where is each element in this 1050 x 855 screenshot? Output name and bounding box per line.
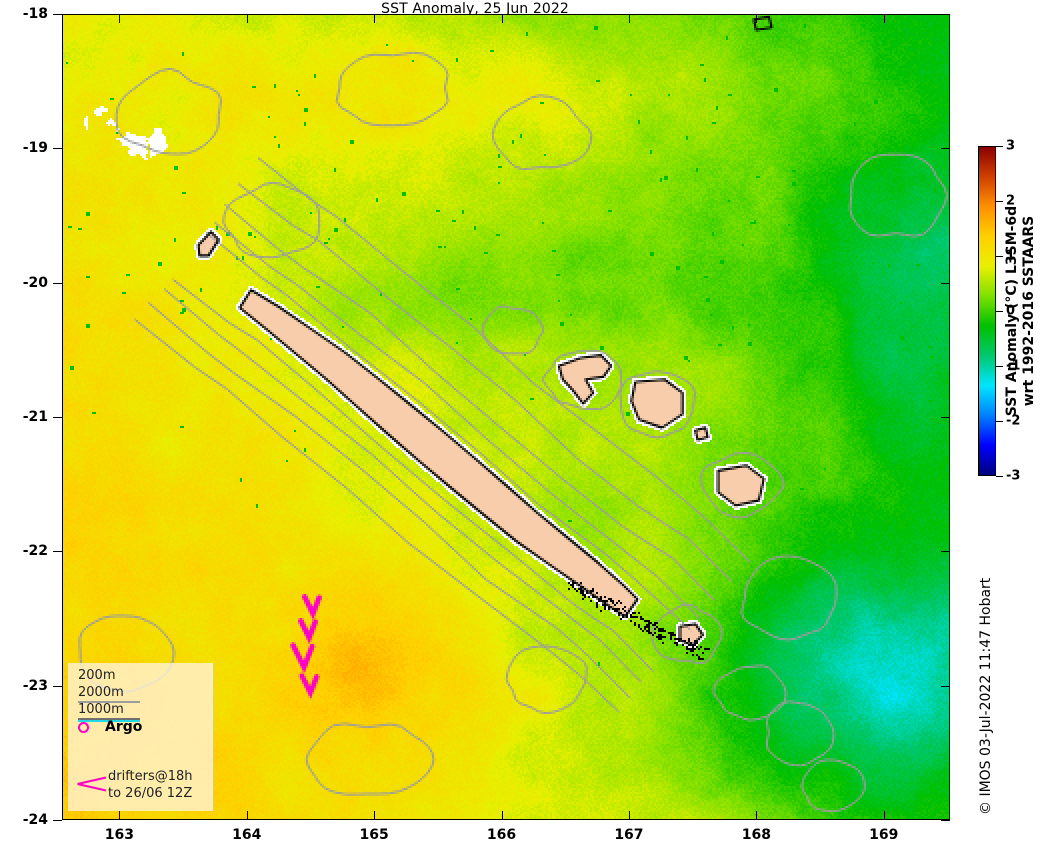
x-tick-label: 166 xyxy=(486,827,517,843)
y-tick xyxy=(941,551,950,553)
y-tick-label: -18 xyxy=(22,6,48,22)
y-tick xyxy=(53,685,62,687)
legend-drifter-text: drifters@18h to 26/06 12Z xyxy=(108,768,193,802)
y-tick xyxy=(941,282,950,284)
y-tick xyxy=(941,14,950,15)
y-tick xyxy=(941,820,950,821)
colorbar xyxy=(978,146,996,476)
y-tick xyxy=(941,685,950,687)
x-tick xyxy=(119,811,121,820)
legend-drifter-line1: drifters@18h xyxy=(108,769,193,784)
y-tick-label: -21 xyxy=(22,409,48,425)
y-tick xyxy=(941,148,950,150)
chevron-arrow-icon xyxy=(77,776,107,792)
y-tick-label: -20 xyxy=(22,274,48,291)
circle-marker-icon xyxy=(78,721,89,733)
legend-argo-row: Argo xyxy=(78,719,142,735)
x-tick-label: 167 xyxy=(614,827,644,843)
x-tick xyxy=(501,811,503,820)
colorbar-gradient xyxy=(979,147,995,475)
legend-contour-1000m: 1000m xyxy=(78,702,124,717)
x-tick xyxy=(883,14,885,23)
y-tick xyxy=(53,820,62,821)
legend-rule-2000m xyxy=(78,701,140,703)
x-tick xyxy=(501,14,503,23)
y-tick xyxy=(53,148,62,150)
y-tick-label: -24 xyxy=(22,812,48,828)
colorbar-tick xyxy=(996,146,1003,147)
legend-argo-label: Argo xyxy=(105,719,143,735)
y-tick xyxy=(941,417,950,418)
x-tick xyxy=(756,811,758,820)
x-tick-label: 169 xyxy=(869,827,899,843)
y-tick xyxy=(53,14,62,15)
colorbar-tick-label: 1 xyxy=(1006,248,1016,264)
credit-text: © IMOS 03-Jul-2022 11:47 Hobart xyxy=(978,577,994,815)
legend-contour-200m: 200m xyxy=(78,668,116,683)
colorbar-tick xyxy=(996,311,1003,312)
x-tick-label: 165 xyxy=(359,827,389,843)
x-tick xyxy=(756,14,758,23)
colorbar-tick-label: -1 xyxy=(1006,358,1021,374)
legend-drifter-line2: to 26/06 12Z xyxy=(108,786,193,801)
x-tick xyxy=(374,14,376,23)
colorbar-title: SST Anomaly (°C) L3SM-6d wrt 1992-2016 S… xyxy=(1004,205,1037,417)
legend-contour-2000m: 2000m xyxy=(78,685,124,700)
y-tick-label: -22 xyxy=(22,543,48,560)
x-tick xyxy=(628,14,630,23)
x-tick-label: 164 xyxy=(232,827,262,843)
y-tick-label: -19 xyxy=(22,140,48,157)
y-tick-label: -23 xyxy=(22,677,48,694)
colorbar-tick-label: -3 xyxy=(1006,468,1021,484)
x-tick xyxy=(628,811,630,820)
colorbar-tick xyxy=(996,421,1003,422)
x-tick xyxy=(374,811,376,820)
x-tick xyxy=(246,811,248,820)
page-title: SST Anomaly, 25 Jun 2022 xyxy=(381,1,569,17)
colorbar-tick xyxy=(996,201,1003,202)
legend-rule-200m xyxy=(78,720,140,722)
y-tick xyxy=(53,282,62,284)
colorbar-tick-label: -2 xyxy=(1006,413,1021,429)
legend-rule-1000m xyxy=(78,718,140,720)
colorbar-tick xyxy=(996,256,1003,257)
x-tick xyxy=(883,811,885,820)
y-tick xyxy=(53,417,62,418)
x-tick xyxy=(119,14,121,23)
colorbar-tick-label: 2 xyxy=(1006,193,1016,209)
colorbar-tick xyxy=(996,366,1003,367)
colorbar-tick-label: 0 xyxy=(1006,303,1016,319)
x-tick xyxy=(246,14,248,23)
colorbar-tick xyxy=(996,476,1003,477)
x-tick-label: 168 xyxy=(741,827,771,843)
x-tick-label: 163 xyxy=(104,827,134,843)
map-legend: 200m 2000m 1000m Argo drifters@18h to 26… xyxy=(68,663,213,811)
colorbar-tick-label: 3 xyxy=(1006,138,1016,154)
y-tick xyxy=(53,551,62,553)
